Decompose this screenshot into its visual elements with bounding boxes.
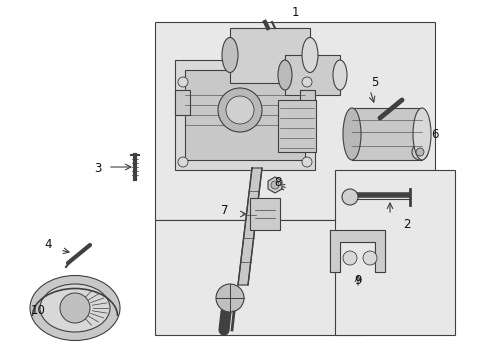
Bar xyxy=(278,100,315,152)
Ellipse shape xyxy=(342,108,360,160)
Ellipse shape xyxy=(412,108,430,160)
Circle shape xyxy=(341,189,357,205)
Polygon shape xyxy=(267,177,282,193)
Bar xyxy=(249,198,280,230)
Circle shape xyxy=(178,157,187,167)
Circle shape xyxy=(342,251,356,265)
Bar xyxy=(155,220,364,335)
Circle shape xyxy=(60,293,90,323)
Text: 1: 1 xyxy=(291,5,298,18)
Text: 10: 10 xyxy=(30,303,45,316)
Bar xyxy=(175,60,314,170)
Ellipse shape xyxy=(302,37,317,72)
Circle shape xyxy=(415,148,423,156)
Polygon shape xyxy=(299,90,314,115)
Circle shape xyxy=(178,77,187,87)
Bar xyxy=(184,70,305,160)
Polygon shape xyxy=(175,90,190,115)
Bar xyxy=(155,22,434,220)
Circle shape xyxy=(362,251,376,265)
Circle shape xyxy=(216,284,244,312)
Polygon shape xyxy=(329,230,384,272)
Text: 2: 2 xyxy=(403,219,410,231)
Ellipse shape xyxy=(40,284,110,332)
Ellipse shape xyxy=(332,60,346,90)
Ellipse shape xyxy=(222,37,238,72)
Ellipse shape xyxy=(278,60,291,90)
Bar xyxy=(351,108,421,160)
Bar xyxy=(285,55,339,95)
Text: 7: 7 xyxy=(221,203,228,216)
Circle shape xyxy=(218,88,262,132)
Bar xyxy=(334,170,454,335)
Text: 8: 8 xyxy=(274,175,281,189)
Circle shape xyxy=(302,77,311,87)
Ellipse shape xyxy=(30,275,120,341)
Circle shape xyxy=(302,157,311,167)
Text: 4: 4 xyxy=(44,238,52,252)
Circle shape xyxy=(411,144,427,160)
Circle shape xyxy=(270,181,279,189)
Text: 3: 3 xyxy=(94,162,102,175)
Bar xyxy=(229,28,309,83)
Text: 9: 9 xyxy=(353,274,361,287)
Text: 6: 6 xyxy=(430,129,438,141)
Text: 5: 5 xyxy=(370,76,378,89)
Circle shape xyxy=(225,96,253,124)
Polygon shape xyxy=(238,168,262,285)
